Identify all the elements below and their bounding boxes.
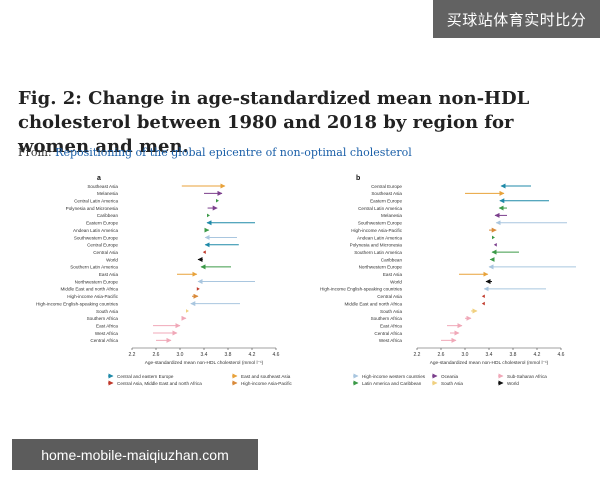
row-label: World [390,279,402,284]
x-axis-title: Age-standardized mean non-HDL cholestero… [145,360,264,366]
legend-label: South Asia [441,381,463,386]
row-label: South Asia [380,309,402,314]
row-label: Central Latin America [358,206,402,211]
row-label: Middle East and north Africa [345,301,403,306]
from-label: From: [18,146,52,159]
row-label: Melanesia [381,213,402,218]
watermark-banner-bottom: home-mobile-maiqiuzhan.com [12,439,258,470]
legend-label: Latin America and Caribbean [362,381,422,386]
x-tick-label: 3.8 [510,352,517,358]
x-tick-label: 3.4 [201,352,208,358]
row-label: Central Asia [93,250,118,255]
arrow-head [196,287,200,291]
row-label: Southwestern Europe [358,221,403,226]
legend-label: Oceania [441,374,459,379]
arrow-head [492,235,495,240]
row-label: Northwestern Europe [75,279,119,284]
x-tick-label: 3.4 [486,352,493,358]
row-label: Polynesia and Micronesia [66,206,119,211]
x-tick-label: 2.6 [153,352,160,358]
arrow-head [186,309,189,313]
row-label: World [106,257,118,262]
row-label: Southwestern Europe [74,235,119,240]
arrow-head [207,213,210,218]
row-label: Central Africa [90,338,118,343]
source-line: From: Repositioning of the global epicen… [18,146,412,159]
x-tick-label: 4.6 [558,352,565,358]
legend-label: High-income western countries [362,374,426,379]
row-label: High-income English-speaking countries [36,301,119,306]
row-label: Melanesia [97,191,118,196]
row-label: Southeast Asia [371,191,402,196]
row-label: Southern Africa [87,316,119,321]
row-label: Southern Latin America [70,265,118,270]
row-label: East Asia [99,272,119,277]
arrow-head [481,301,485,306]
row-label: Caribbean [381,257,403,262]
x-tick-label: 4.2 [249,352,256,358]
legend-label: High-income Asia-Pacific [241,381,293,386]
legend-label: World [507,381,519,386]
row-label: Andean Latin America [73,228,118,233]
panel-label-b: b [356,175,360,182]
row-label: Southern Latin America [354,250,402,255]
figure-title: Fig. 2: Change in age-standardized mean … [18,88,530,157]
row-label: Northwestern Europe [359,265,403,270]
row-label: Central Latin America [74,199,118,204]
row-label: Central Europe [87,243,118,248]
x-tick-label: 3.0 [177,352,184,358]
row-label: South Asia [96,309,118,314]
row-label: Polynesia and Micronesia [350,243,403,248]
legend-label: Central Asia, Middle East and north Afri… [117,381,202,386]
legend-label: Sub-Saharan Africa [507,374,547,379]
row-label: West Africa [379,338,403,343]
row-label: Caribbean [97,213,119,218]
row-label: Eastern Europe [370,199,402,204]
row-label: High-income Asia-Pacific [67,294,119,299]
row-label: Eastern Europe [86,221,118,226]
source-article-link[interactable]: Repositioning of the global epicentre of… [55,146,412,159]
x-axis-title: Age-standardized mean non-HDL cholestero… [430,360,549,366]
arrow-head [216,198,219,203]
arrow-head [202,250,206,254]
legend-label: East and southeast Asia [241,374,291,379]
row-label: Central Asia [377,294,402,299]
row-label: Southeast Asia [87,184,118,189]
row-label: West Africa [95,331,119,336]
row-label: Central Europe [371,184,402,189]
x-tick-label: 2.2 [129,352,136,358]
legend-label: Central and eastern Europe [117,374,174,379]
x-tick-label: 3.8 [225,352,232,358]
panel-label-a: a [97,175,101,182]
watermark-bottom-text: home-mobile-maiqiuzhan.com [41,446,229,463]
row-label: High-income English-speaking countries [320,287,403,292]
x-tick-label: 2.6 [438,352,445,358]
arrow-head [493,243,497,247]
watermark-banner-top: 买球站体育实时比分 [433,0,600,38]
x-tick-label: 3.0 [462,352,469,358]
row-label: East Africa [96,323,118,328]
row-label: Central Africa [374,331,402,336]
x-tick-label: 4.2 [534,352,541,358]
watermark-top-text: 买球站体育实时比分 [446,11,587,29]
arrow-head [481,294,485,299]
row-label: Andean Latin America [357,235,402,240]
row-label: East Asia [383,272,403,277]
row-label: High-income Asia-Pacific [351,228,403,233]
x-tick-label: 4.6 [273,352,280,358]
x-tick-label: 2.2 [414,352,421,358]
row-label: Middle East and north Africa [61,287,119,292]
row-label: East Africa [380,323,402,328]
row-label: Southern Africa [371,316,403,321]
